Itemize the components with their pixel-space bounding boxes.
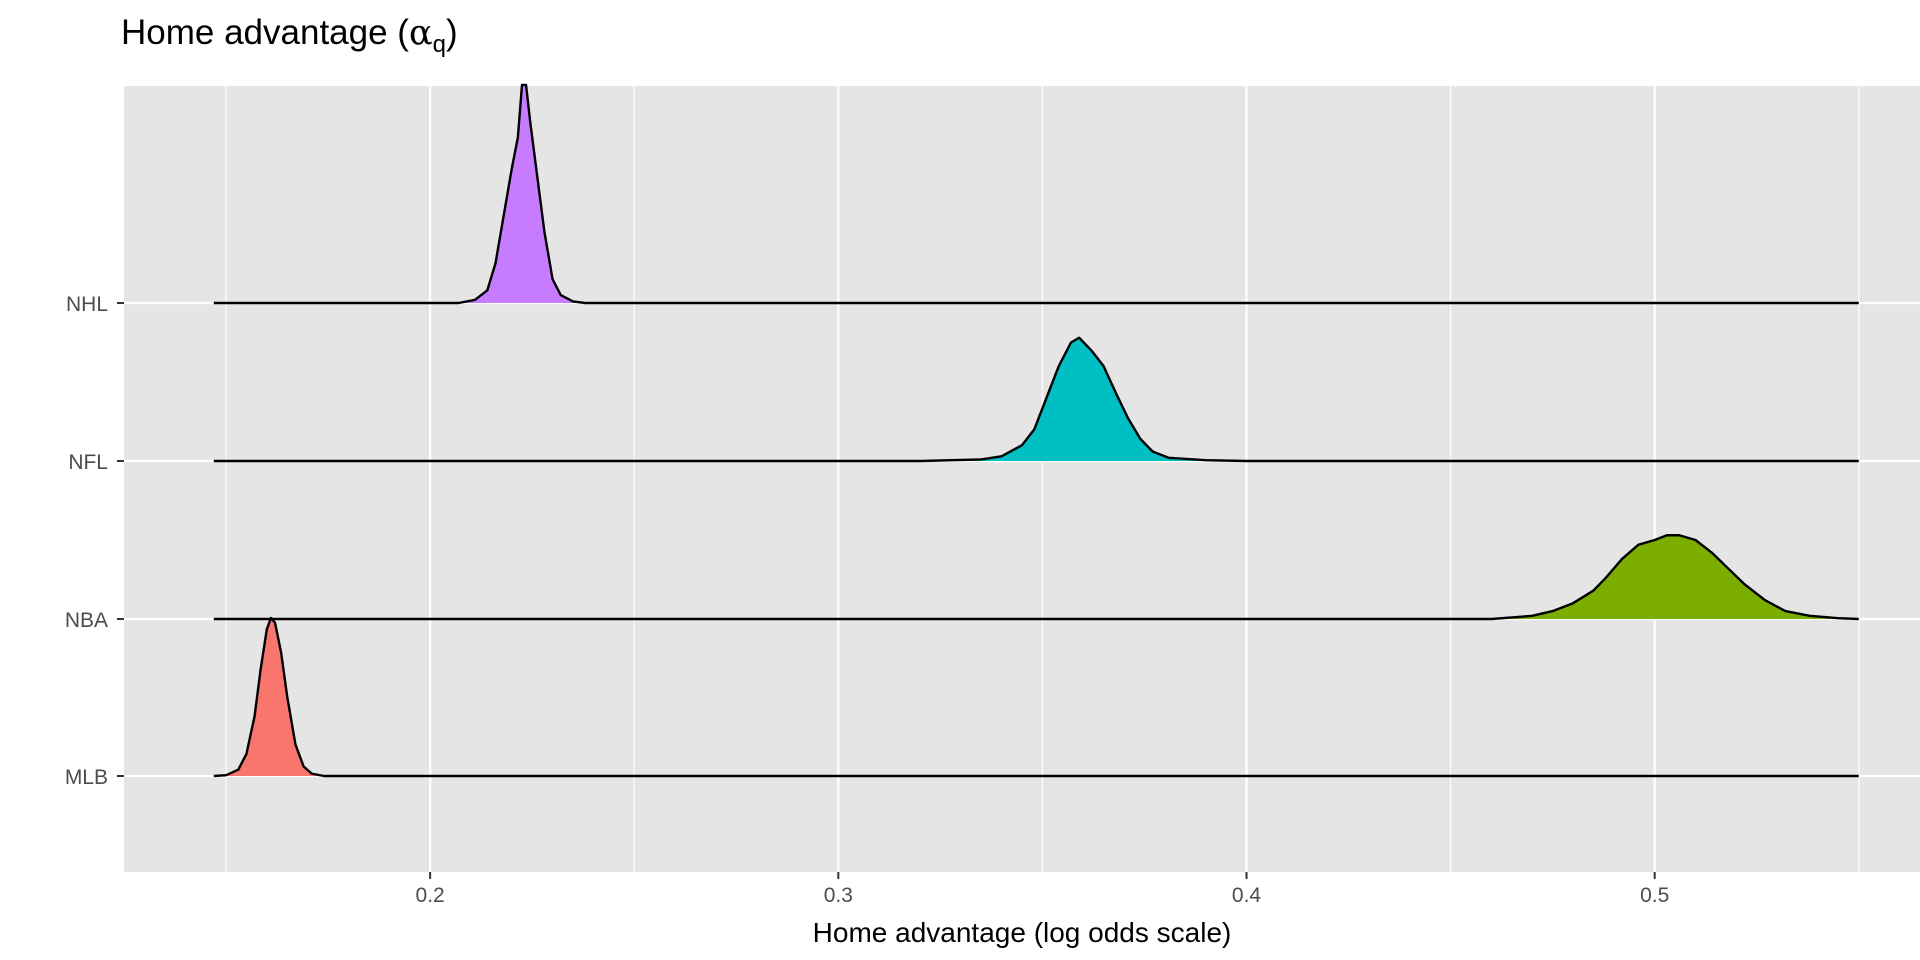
chart-title-text: Home advantage (	[121, 13, 409, 52]
svg-text:Home advantage (αq): Home advantage (αq)	[121, 13, 458, 58]
plot-panel	[124, 86, 1920, 872]
x-axis: 0.2 0.3 0.4 0.5	[416, 872, 1669, 907]
y-tick-label-nhl: NHL	[66, 293, 108, 316]
ridge-outline-mlb	[213, 616, 1859, 778]
y-axis: MLB NBA NFL NHL	[65, 293, 124, 789]
y-tick-label-nba: NBA	[65, 609, 108, 632]
x-axis-title: Home advantage (log odds scale)	[813, 917, 1232, 948]
x-tick-label: 0.3	[824, 884, 853, 907]
x-tick-label: 0.4	[1232, 884, 1262, 907]
x-tick-label: 0.5	[1640, 884, 1669, 907]
ridge-nba	[213, 534, 1859, 621]
density-ridges	[213, 83, 1859, 778]
chart-title-subscript: q	[433, 31, 446, 58]
chart-title: Home advantage (αq)	[121, 13, 458, 58]
ridge-fill-nfl	[213, 337, 1859, 461]
chart-title-close: )	[446, 13, 458, 52]
y-tick-label-mlb: MLB	[65, 766, 108, 789]
y-tick-label-nfl: NFL	[68, 451, 108, 474]
ridge-outline-nhl	[213, 83, 1859, 305]
ridge-nhl	[213, 83, 1859, 305]
x-tick-label: 0.2	[416, 884, 445, 907]
minor-gridlines	[225, 86, 1860, 872]
ridge-mlb	[213, 616, 1859, 778]
chart-title-symbol: α	[409, 13, 433, 53]
ridge-fill-nba	[213, 535, 1859, 619]
ridge-outline-nba	[213, 534, 1859, 621]
ridge-nfl	[213, 336, 1859, 463]
ridge-outline-nfl	[213, 336, 1859, 463]
